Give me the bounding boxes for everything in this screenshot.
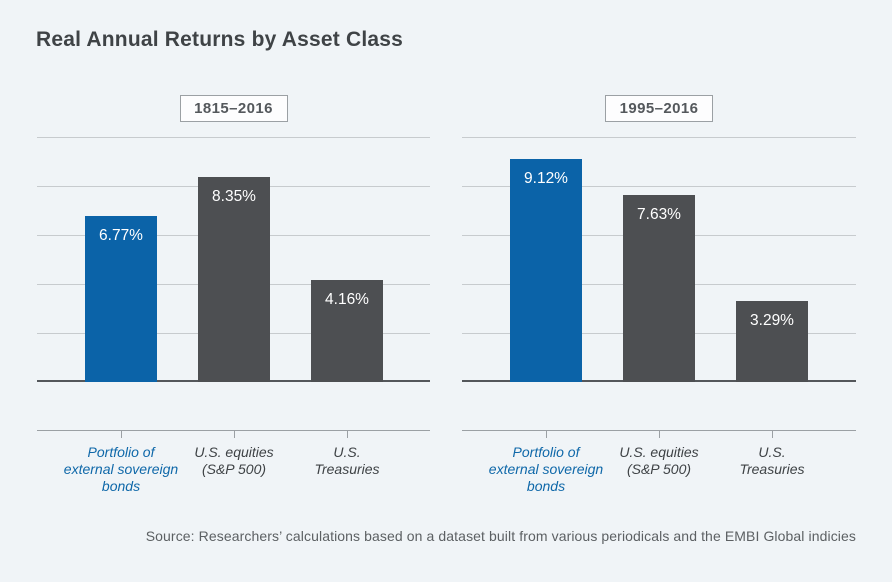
bar-value-label: 9.12% [524, 169, 568, 187]
category-label-line: external sovereign [63, 461, 179, 477]
category-label-line: Treasuries [314, 461, 380, 477]
bar-u-s-equities-s-p-500-: 7.63% [623, 195, 695, 382]
category-label-line: U.S. [333, 444, 361, 460]
category-label: U.S. Treasuries [697, 444, 847, 478]
category-label-line: Portfolio of [512, 444, 580, 460]
category-label-line: bonds [101, 478, 141, 494]
tick-mark [121, 430, 122, 438]
source-note: Source: Researchers’ calculations based … [145, 528, 856, 544]
bar-value-label: 3.29% [750, 312, 794, 330]
bar-value-label: 7.63% [637, 206, 681, 224]
category-label: U.S. equities (S&P 500) [159, 444, 309, 478]
category-axis-line [37, 430, 430, 431]
bar-u-s-treasuries: 4.16% [311, 280, 383, 382]
category-label-line: (S&P 500) [201, 461, 267, 477]
category-label: U.S. Treasuries [272, 444, 422, 478]
bar-value-label: 8.35% [212, 188, 256, 206]
category-label-line: U.S. equities [619, 444, 699, 460]
bar-portfolio-of-external-sovereign-bonds: 9.12% [510, 158, 582, 382]
category-label: Portfolio of external sovereign bonds [471, 444, 621, 495]
bar-u-s-treasuries: 3.29% [736, 301, 808, 382]
bar-value-label: 6.77% [99, 227, 143, 245]
category-label-line: (S&P 500) [626, 461, 692, 477]
category-label-line: Portfolio of [87, 444, 155, 460]
period-label-1995-2016: 1995–2016 [605, 95, 713, 122]
tick-mark [546, 430, 547, 438]
category-label-line: bonds [526, 478, 566, 494]
tick-mark [772, 430, 773, 438]
gridline [462, 186, 856, 187]
gridline [462, 137, 856, 138]
category-label: Portfolio of external sovereign bonds [46, 444, 196, 495]
tick-mark [234, 430, 235, 438]
gridline [37, 137, 430, 138]
category-label-line: external sovereign [488, 461, 604, 477]
tick-mark [347, 430, 348, 438]
category-label-line: U.S. equities [194, 444, 274, 460]
chart-panel-1815-2016: 1815–2016 6.77% Portfolio of external sove… [37, 0, 430, 582]
plot-area: 6.77% Portfolio of external sovereign bonds… [37, 0, 430, 582]
period-label-1815-2016: 1815–2016 [179, 95, 288, 122]
bar-value-label: 4.16% [325, 291, 369, 309]
category-label-line: U.S. [758, 444, 786, 460]
page-title: Real Annual Returns by Asset Class [36, 28, 404, 51]
bar-portfolio-of-external-sovereign-bonds: 6.77% [85, 216, 157, 382]
category-label-line: Treasuries [739, 461, 805, 477]
tick-mark [659, 430, 660, 438]
bar-u-s-equities-s-p-500-: 8.35% [198, 177, 270, 382]
chart-panel-1995-2016: 1995–2016 9.12% Portfolio of external sove… [462, 0, 856, 582]
category-label: U.S. equities (S&P 500) [584, 444, 734, 478]
plot-area: 9.12% Portfolio of external sovereign bonds… [462, 0, 856, 582]
